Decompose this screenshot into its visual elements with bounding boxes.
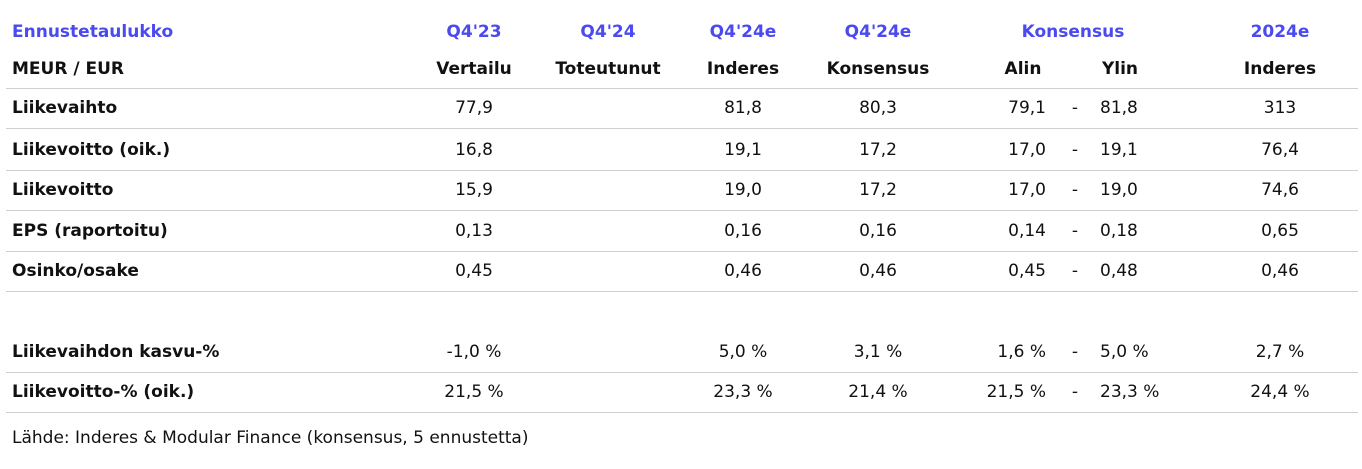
row-rule	[6, 372, 1358, 373]
row-value: 17,2	[859, 140, 897, 160]
row-value: 17,2	[859, 180, 897, 200]
header-sub-cell: Inderes	[1243, 59, 1317, 79]
row-value: 17,0	[1008, 140, 1046, 160]
row-value: -	[1071, 140, 1079, 160]
row-value: 19,0	[724, 180, 762, 200]
footnote: Lähde: Inderes & Modular Finance (konsen…	[12, 428, 529, 448]
header-top-cell: Q4'24e	[709, 22, 777, 42]
header-top-cell: Q4'24e	[844, 22, 912, 42]
row-label: Liikevaihdon kasvu-%	[12, 342, 220, 362]
row-value: 19,0	[1100, 180, 1138, 200]
row-value: 21,4 %	[848, 382, 908, 402]
row-value: 74,6	[1261, 180, 1299, 200]
row-value: 16,8	[455, 140, 493, 160]
header-sub-cell: Toteutunut	[555, 59, 661, 79]
row-value: 0,46	[859, 261, 897, 281]
row-value: 15,9	[455, 180, 493, 200]
row-value: 23,3 %	[1100, 382, 1160, 402]
row-value: -	[1071, 221, 1079, 241]
row-value: 1,6 %	[997, 342, 1046, 362]
row-value: 5,0 %	[1100, 342, 1149, 362]
row-value: 5,0 %	[718, 342, 768, 362]
row-rule	[6, 291, 1358, 292]
row-value: -	[1071, 98, 1079, 118]
row-value: 23,3 %	[713, 382, 773, 402]
row-value: -	[1071, 382, 1079, 402]
row-label: Liikevoitto	[12, 180, 114, 200]
row-value: 77,9	[455, 98, 493, 118]
row-value: 19,1	[724, 140, 762, 160]
row-value: 19,1	[1100, 140, 1138, 160]
row-rule	[6, 88, 1358, 89]
header-top-cell: Q4'24	[580, 22, 636, 42]
row-rule	[6, 170, 1358, 171]
row-value: -	[1071, 261, 1079, 281]
row-rule	[6, 210, 1358, 211]
row-value: 24,4 %	[1250, 382, 1310, 402]
row-value: 0,46	[1261, 261, 1299, 281]
row-value: 81,8	[724, 98, 762, 118]
row-label: EPS (raportoitu)	[12, 221, 168, 241]
header-sub-cell: Alin	[1004, 59, 1042, 79]
header-top-cell: 2024e	[1250, 22, 1310, 42]
row-value: 0,13	[455, 221, 493, 241]
header-sub-cell: MEUR / EUR	[12, 59, 124, 79]
row-rule	[6, 412, 1358, 413]
row-value: 76,4	[1261, 140, 1299, 160]
row-value: 0,48	[1100, 261, 1138, 281]
header-top-cell: Q4'23	[446, 22, 502, 42]
row-value: 0,45	[455, 261, 493, 281]
row-value: -	[1071, 342, 1079, 362]
header-top-cell: Konsensus	[1021, 22, 1125, 42]
row-value: 80,3	[859, 98, 897, 118]
header-sub-cell: Vertailu	[436, 59, 512, 79]
row-value: 79,1	[1008, 98, 1046, 118]
row-value: 21,5 %	[986, 382, 1046, 402]
row-value: 0,16	[859, 221, 897, 241]
header-sub-cell: Konsensus	[826, 59, 930, 79]
row-value: 81,8	[1100, 98, 1138, 118]
row-label: Liikevaihto	[12, 98, 118, 118]
row-value: -1,0 %	[446, 342, 502, 362]
row-value: 3,1 %	[853, 342, 903, 362]
row-value: -	[1071, 180, 1079, 200]
row-value: 0,65	[1261, 221, 1299, 241]
row-value: 17,0	[1008, 180, 1046, 200]
row-rule	[6, 128, 1358, 129]
header-sub-cell: Ylin	[1101, 59, 1139, 79]
row-label: Osinko/osake	[12, 261, 139, 281]
row-value: 0,45	[1008, 261, 1046, 281]
header-sub-cell: Inderes	[706, 59, 780, 79]
row-value: 313	[1263, 98, 1297, 118]
header-top-cell: Ennustetaulukko	[12, 22, 174, 42]
row-value: 0,16	[724, 221, 762, 241]
row-value: 2,7 %	[1255, 342, 1305, 362]
row-rule	[6, 251, 1358, 252]
row-value: 21,5 %	[444, 382, 504, 402]
row-value: 0,14	[1008, 221, 1046, 241]
row-value: 0,18	[1100, 221, 1138, 241]
row-value: 0,46	[724, 261, 762, 281]
row-label: Liikevoitto-% (oik.)	[12, 382, 195, 402]
row-label: Liikevoitto (oik.)	[12, 140, 171, 160]
